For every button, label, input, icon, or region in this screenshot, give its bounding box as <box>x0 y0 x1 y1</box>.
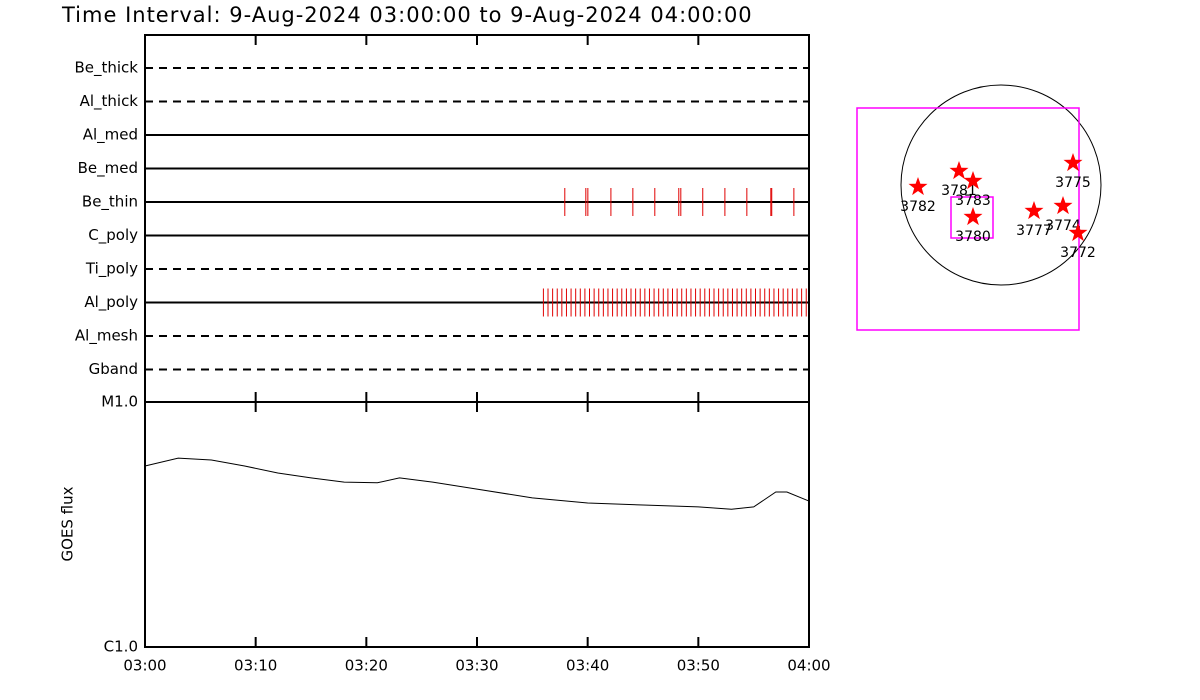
filter-label: Al_mesh <box>75 327 138 346</box>
region-marker <box>1024 201 1044 220</box>
y-axis-label: GOES flux <box>59 486 77 561</box>
filter-label: Gband <box>89 360 138 378</box>
solar-disk <box>900 84 1102 286</box>
goes-curve <box>144 457 810 510</box>
region-label: 3782 <box>900 199 936 215</box>
x-tick-label: 03:20 <box>345 657 388 675</box>
region-marker <box>1063 153 1083 172</box>
x-tick-label: 03:40 <box>566 657 609 675</box>
y-tick-label: M1.0 <box>101 393 138 411</box>
fov-box-small <box>950 196 994 239</box>
region-marker <box>949 161 969 180</box>
x-tick-label: 03:10 <box>234 657 277 675</box>
filter-label: Be_med <box>78 159 138 178</box>
y-tick-label: C1.0 <box>104 638 138 656</box>
region-marker <box>963 171 983 190</box>
region-label: 3772 <box>1060 245 1096 261</box>
x-tick-label: 03:30 <box>455 657 498 675</box>
region-marker <box>1068 223 1088 242</box>
region-label: 3775 <box>1055 175 1091 191</box>
region-label: 3777 <box>1016 223 1052 239</box>
fov-box <box>856 107 1080 331</box>
x-tick-label: 03:00 <box>123 657 166 675</box>
chart-title: Time Interval: 9-Aug-2024 03:00:00 to 9-… <box>61 3 753 27</box>
filter-label: Al_thick <box>80 92 139 111</box>
region-label: 3780 <box>955 229 991 245</box>
region-label: 3783 <box>955 193 991 209</box>
filter-label: Ti_poly <box>85 260 138 279</box>
filter-label: Be_thick <box>74 59 138 78</box>
filter-label: C_poly <box>88 226 138 245</box>
goes-frame <box>144 401 810 648</box>
region-marker <box>1053 196 1073 215</box>
x-tick-label: 04:00 <box>787 657 830 675</box>
timeline-frame <box>144 34 810 403</box>
region-marker <box>963 207 983 226</box>
filter-label: Al_poly <box>84 293 138 312</box>
x-tick-label: 03:50 <box>677 657 720 675</box>
region-marker <box>908 177 928 196</box>
filter-label: Be_thin <box>82 193 138 212</box>
filter-label: Al_med <box>83 126 138 145</box>
